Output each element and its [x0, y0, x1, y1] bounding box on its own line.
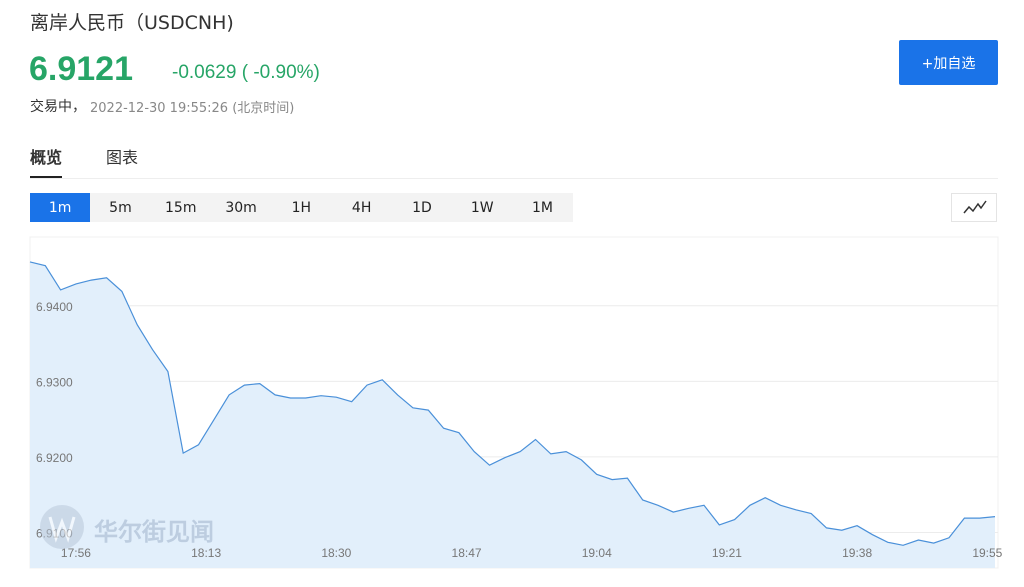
interval-button[interactable]: 1H: [291, 199, 312, 216]
watermark-logo-mark: [48, 516, 76, 543]
price: 6.9121: [29, 50, 133, 88]
chart-type-button[interactable]: [951, 193, 997, 222]
tab[interactable]: 图表: [106, 148, 139, 167]
interval-button[interactable]: 30m: [225, 199, 257, 216]
interval-bar: 1m 5m 15m 30m 1H 4H 1D 1W 1M: [30, 193, 573, 222]
x-tick-label: 18:47: [452, 546, 482, 560]
chart-type-icon: [963, 200, 987, 214]
tabs: 概览 图表: [30, 144, 138, 179]
line: [29, 261, 996, 546]
plot-area: [29, 236, 999, 569]
x-tick-label: 19:55: [972, 546, 1002, 560]
y-tick-label: 6.9400: [36, 300, 73, 314]
interval-button[interactable]: 4H: [351, 199, 372, 216]
y-tick-label: 6.9300: [36, 375, 73, 389]
x-tick-label: 18:30: [321, 546, 351, 560]
interval-button[interactable]: 1m: [30, 193, 91, 222]
y-tick-label: 6.9200: [36, 451, 73, 465]
watermark-logo: [40, 505, 84, 549]
divider: [30, 178, 998, 179]
status: 交易中，: [30, 99, 86, 115]
x-tick-label: 19:38: [842, 546, 872, 560]
x-tick-label: 17:56: [61, 546, 91, 560]
timestamp: 2022-12-30 19:55:26 (北京时间): [90, 101, 295, 116]
interval-button[interactable]: 1M: [532, 199, 554, 216]
x-tick-label: 19:04: [582, 546, 612, 560]
y-tick-label: 6.9100: [36, 526, 73, 540]
x-tick-label: 19:21: [712, 546, 742, 560]
area: [30, 261, 995, 568]
interval-button[interactable]: 5m: [109, 199, 132, 216]
interval-button[interactable]: 1W: [470, 199, 494, 216]
grid: [30, 305, 998, 533]
x-tick-label: 18:13: [191, 546, 221, 560]
watermark: 华尔街见闻: [40, 505, 214, 549]
tab[interactable]: 概览: [30, 144, 63, 179]
title: 离岸人民币（USDCNH): [30, 12, 234, 34]
interval-button[interactable]: 1D: [412, 199, 432, 216]
price-change: -0.0629 ( -0.90%): [172, 62, 320, 83]
add-watchlist-button[interactable]: +加自选: [899, 40, 998, 85]
interval-button[interactable]: 15m: [165, 199, 197, 216]
watermark-text: 华尔街见闻: [94, 517, 214, 546]
